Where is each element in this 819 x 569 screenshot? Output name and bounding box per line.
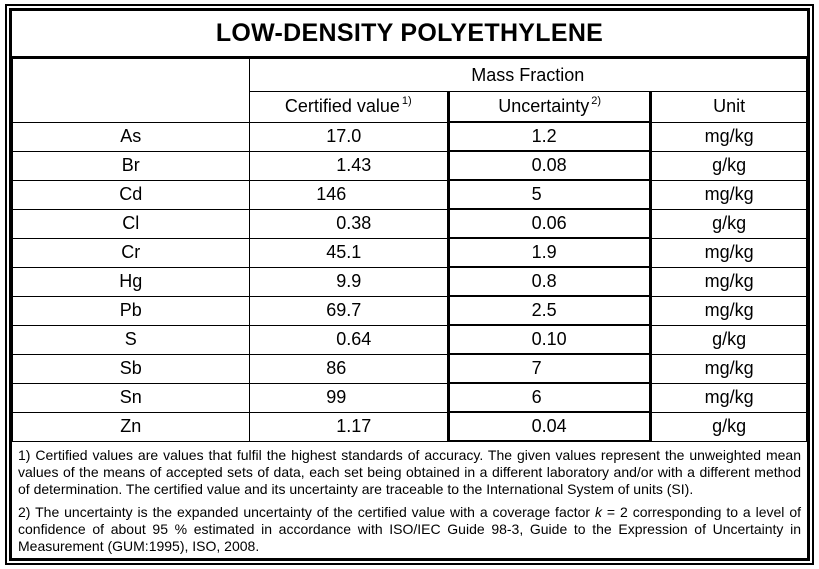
- uncertainty-cell: 6: [446, 382, 653, 413]
- footnote-2-text-post: = 2 corresponding to a level of confiden…: [18, 504, 801, 554]
- unit-cell: mg/kg: [650, 266, 807, 297]
- element-cell: Cl: [12, 208, 250, 239]
- element-cell: Cd: [12, 179, 250, 210]
- unit-column-header: Unit: [650, 91, 807, 123]
- table-row: As 17.0 1.2 mg/kg: [12, 121, 807, 152]
- table-row: Zn 1.17 0.04 g/kg: [12, 411, 807, 442]
- uncertainty-cell: 7: [446, 353, 653, 384]
- document-title: LOW-DENSITY POLYETHYLENE: [12, 11, 807, 58]
- unit-cell: g/kg: [650, 208, 807, 239]
- uncertainty-header-label: Uncertainty: [498, 96, 590, 116]
- element-cell: Hg: [12, 266, 250, 297]
- uncertainty-cell: 5: [446, 179, 653, 210]
- uncertainty-cell: 0.08: [446, 150, 653, 181]
- certified-value-cell: 69.7: [248, 295, 449, 326]
- table-row: Sb 86 7 mg/kg: [12, 353, 807, 384]
- unit-cell: mg/kg: [650, 295, 807, 326]
- table-row: Sn 99 6 mg/kg: [12, 382, 807, 413]
- uncertainty-cell: 0.06: [446, 208, 653, 239]
- element-cell: Pb: [12, 295, 250, 326]
- element-cell: Zn: [12, 411, 250, 442]
- unit-cell: g/kg: [650, 411, 807, 442]
- certified-value-cell: 146: [248, 179, 449, 210]
- unit-cell: mg/kg: [650, 382, 807, 413]
- certified-value-cell: 45.1: [248, 237, 449, 268]
- unit-cell: g/kg: [650, 324, 807, 355]
- element-cell: Cr: [12, 237, 250, 268]
- element-cell: Sn: [12, 382, 250, 413]
- uncertainty-column-header: Uncertainty 2): [446, 91, 653, 123]
- coverage-factor-k: k: [594, 504, 602, 520]
- mass-fraction-group-header: Mass Fraction: [248, 58, 807, 92]
- footnotes-section: 1) Certified values are values that fulf…: [12, 442, 807, 558]
- certified-value-cell: 0.38: [248, 208, 449, 239]
- unit-cell: g/kg: [650, 150, 807, 181]
- table-row: S 0.64 0.10 g/kg: [12, 324, 807, 355]
- footnote-2-text-pre: 2) The uncertainty is the expanded uncer…: [18, 504, 595, 520]
- unit-cell: mg/kg: [650, 121, 807, 152]
- table-row: Br 1.43 0.08 g/kg: [12, 150, 807, 181]
- footnote-2-marker: 2): [591, 95, 602, 107]
- group-header-row: Mass Fraction: [12, 58, 807, 123]
- certified-value-column-header: Certified value 1): [248, 91, 449, 123]
- certified-value-cell: 86: [248, 353, 449, 384]
- certificate-frame: LOW-DENSITY POLYETHYLENE Mass Fraction C…: [9, 8, 810, 561]
- element-cell: S: [12, 324, 250, 355]
- element-cell: Sb: [12, 353, 250, 384]
- certified-value-cell: 9.9: [248, 266, 449, 297]
- certified-value-cell: 1.17: [248, 411, 449, 442]
- unit-cell: mg/kg: [650, 237, 807, 268]
- certified-value-header-label: Certified value: [284, 96, 400, 117]
- certified-value-cell: 1.43: [248, 150, 449, 181]
- uncertainty-cell: 1.9: [446, 237, 653, 268]
- table-row: Hg 9.9 0.8 mg/kg: [12, 266, 807, 297]
- table-row: Cr 45.1 1.9 mg/kg: [12, 237, 807, 268]
- footnote-1: 1) Certified values are values that fulf…: [18, 447, 801, 497]
- table-body: As 17.0 1.2 mg/kg Br 1.43 0.08 g/kg Cd 146 5 mg/kg C…: [12, 121, 807, 442]
- uncertainty-cell: 0.10: [446, 324, 653, 355]
- certified-value-cell: 0.64: [248, 324, 449, 355]
- element-cell: Br: [12, 150, 250, 181]
- uncertainty-cell: 1.2: [446, 121, 653, 152]
- unit-cell: mg/kg: [650, 179, 807, 210]
- footnote-2: 2) The uncertainty is the expanded uncer…: [18, 504, 801, 555]
- footnote-1-marker: 1): [401, 95, 412, 108]
- uncertainty-cell: 0.04: [446, 411, 653, 442]
- certified-value-cell: 17.0: [248, 121, 449, 152]
- table-row: Cl 0.38 0.06 g/kg: [12, 208, 807, 239]
- uncertainty-cell: 2.5: [446, 295, 653, 326]
- unit-cell: mg/kg: [650, 353, 807, 384]
- uncertainty-cell: 0.8: [446, 266, 653, 297]
- table-row: Cd 146 5 mg/kg: [12, 179, 807, 210]
- element-cell: As: [12, 121, 250, 152]
- certified-values-table: Mass Fraction Certified value 1) Uncertai…: [12, 58, 807, 442]
- element-column-blank-header: [12, 58, 250, 123]
- scan-outer-frame: LOW-DENSITY POLYETHYLENE Mass Fraction C…: [5, 4, 814, 565]
- certified-value-cell: 99: [248, 382, 449, 413]
- table-row: Pb 69.7 2.5 mg/kg: [12, 295, 807, 326]
